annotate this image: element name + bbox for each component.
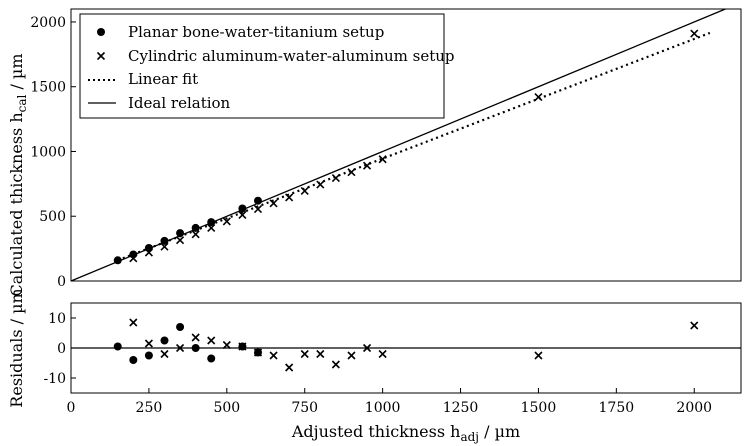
planar-residual-point <box>176 323 185 331</box>
main-y-axis: 0 500 1000 1500 2000 <box>30 15 76 290</box>
planar-residual-point <box>113 342 122 351</box>
x-tick-label: 500 <box>213 400 240 416</box>
cylindric-residual-point <box>191 333 200 342</box>
cylindric-residual-point <box>347 351 356 360</box>
cylindric-data-point <box>331 173 340 183</box>
cylindric-residual-point <box>316 349 325 359</box>
main-y-tick-label: 500 <box>39 209 66 225</box>
cylindric-data-point <box>347 168 356 177</box>
planar-data-point <box>113 256 122 265</box>
residuals-y-axis: -10 0 10 <box>43 311 76 387</box>
cylindric-data-point <box>285 193 294 202</box>
cylindric-data-point <box>222 217 231 226</box>
residuals-markers <box>113 318 699 372</box>
legend-label-planar: Planar bone-water-titanium setup <box>128 23 384 41</box>
planar-data-point <box>129 250 138 259</box>
linear-fit-line <box>117 31 711 262</box>
planar-data-point <box>191 223 200 232</box>
main-plot-panel: 0 500 1000 1500 2000 Calculated thickness hc… <box>7 8 742 297</box>
legend-marker-x <box>96 51 106 61</box>
planar-data-point <box>160 236 169 245</box>
cylindric-residual-point <box>534 351 543 360</box>
x-axis-title-main: Adjusted thickness h <box>291 422 461 441</box>
cylindric-residual-point <box>176 343 185 353</box>
legend-label-cylindric: Cylindric aluminum-water-aluminum setup <box>128 47 455 65</box>
x-axis-title: Adjusted thickness hadj / µm <box>291 422 520 444</box>
main-y-axis-title: Calculated thickness hcal / µm <box>7 54 29 297</box>
cylindric-data-point <box>160 242 169 251</box>
cylindric-residual-point <box>300 349 309 359</box>
cylindric-data-point <box>300 186 309 196</box>
main-y-axis-title-unit: / µm <box>7 54 26 95</box>
cylindric-residual-point <box>144 339 153 348</box>
main-plot-frame <box>70 8 742 282</box>
residuals-x-axis: 0 250 500 750 1000 1250 1500 1750 2000 <box>67 388 712 416</box>
planar-residual-point <box>144 351 153 360</box>
planar-residual-point <box>191 344 200 352</box>
cylindric-residual-point <box>269 351 278 360</box>
planar-residual-point <box>238 342 247 351</box>
main-y-tick-label: 2000 <box>30 15 66 31</box>
residuals-y-tick-label: -10 <box>43 371 66 387</box>
cylindric-residual-point <box>285 363 294 372</box>
x-tick-label: 1500 <box>521 400 557 416</box>
main-y-axis-title-sub: cal <box>15 94 29 112</box>
legend-marker-circle <box>97 28 105 36</box>
legend-label-ideal: Ideal relation <box>128 94 231 112</box>
main-y-tick-label: 1000 <box>30 144 66 160</box>
x-tick-label: 250 <box>136 400 163 416</box>
cylindric-residual-point <box>207 336 216 345</box>
residuals-y-tick-label: 0 <box>57 341 66 357</box>
x-tick-label: 1250 <box>443 400 479 416</box>
cylindric-data-point <box>207 223 216 232</box>
planar-data-point <box>144 243 153 252</box>
legend-label-linear-fit: Linear fit <box>128 70 198 88</box>
x-tick-label: 1000 <box>365 400 401 416</box>
cylindric-residual-point <box>362 343 372 353</box>
planar-residual-point <box>129 356 138 364</box>
x-tick-label: 750 <box>291 400 318 416</box>
cylindric-data-point <box>253 205 263 214</box>
cylindric-residual-point <box>160 349 169 359</box>
cylindric-data-point <box>191 230 200 239</box>
cylindric-data-point <box>362 161 372 170</box>
main-y-tick-label: 0 <box>57 274 66 290</box>
cylindric-data-point <box>269 199 278 208</box>
x-tick-label: 0 <box>67 400 76 416</box>
x-axis-title-unit: / µm <box>479 422 520 441</box>
cylindric-residual-point <box>690 321 699 330</box>
cylindric-residual-point <box>129 318 138 327</box>
cylindric-residual-point <box>378 349 387 359</box>
planar-data-point <box>238 204 247 213</box>
planar-data-point <box>253 196 262 205</box>
x-tick-label: 2000 <box>676 400 712 416</box>
cylindric-data-point <box>238 210 247 220</box>
planar-data-point <box>207 218 216 227</box>
residuals-y-axis-title: Residuals / µm <box>7 288 26 407</box>
planar-residual-point <box>253 348 262 357</box>
main-markers <box>113 29 699 265</box>
x-tick-label: 1750 <box>599 400 635 416</box>
cylindric-data-point <box>378 155 387 164</box>
cylindric-data-point <box>176 236 185 245</box>
main-y-axis-title-main: Calculated thickness h <box>7 112 26 296</box>
cylindric-residual-point <box>331 360 340 369</box>
residuals-y-tick-label: 10 <box>48 311 66 327</box>
planar-residual-point <box>207 354 216 363</box>
cylindric-data-point <box>534 93 543 102</box>
legend: Planar bone-water-titanium setup Cylindr… <box>79 13 455 119</box>
cylindric-data-point <box>316 180 325 189</box>
main-y-tick-label: 1500 <box>30 80 66 96</box>
planar-data-point <box>176 229 185 238</box>
legend-box <box>79 13 445 119</box>
cylindric-residual-point <box>222 340 231 350</box>
x-axis-title-sub: adj <box>460 430 479 444</box>
cylindric-data-point <box>690 29 699 38</box>
planar-residual-point <box>160 336 169 345</box>
